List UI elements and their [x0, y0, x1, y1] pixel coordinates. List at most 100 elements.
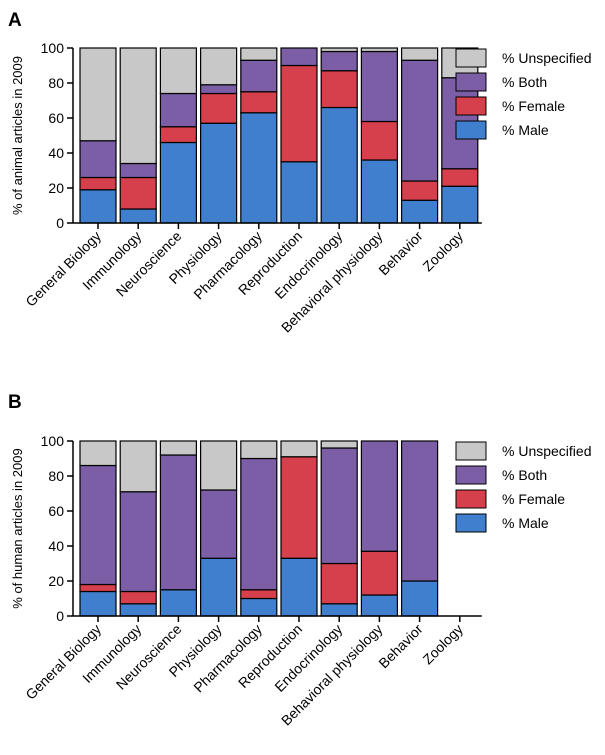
x-tick-label: Behavior	[375, 621, 426, 672]
bar-segment-male	[320, 106, 358, 224]
bar-segment-both	[360, 50, 398, 123]
panel-label: A	[8, 10, 22, 31]
legend-swatch	[455, 489, 487, 509]
bar-segment-unspecified	[320, 47, 358, 53]
y-tick-label: 0	[56, 215, 64, 231]
bar-segment-female	[200, 92, 238, 124]
bar-segment-unspecified	[200, 440, 238, 491]
bar-segment-female	[280, 64, 318, 163]
bar-segment-unspecified	[79, 47, 117, 142]
x-tick-label: Zoology	[419, 621, 466, 668]
bar-segment-both	[119, 162, 157, 179]
y-axis-label: % of human articles in 2009	[10, 448, 25, 608]
bar-segment-unspecified	[320, 440, 358, 449]
bar-segment-both	[200, 489, 238, 559]
bar-segment-both	[280, 47, 318, 67]
y-axis-label: % of animal articles in 2009	[10, 56, 25, 215]
bar-segment-both	[401, 59, 439, 182]
legend-swatch	[455, 513, 487, 533]
legend-swatch	[455, 48, 487, 68]
bar-segment-both	[159, 92, 197, 128]
bar-segment-both	[360, 440, 398, 552]
legend-label: % Unspecified	[502, 443, 592, 459]
bar-segment-both	[320, 447, 358, 565]
legend-label: % Male	[502, 122, 549, 138]
legend-swatch	[455, 465, 487, 485]
bar-segment-male	[200, 557, 238, 617]
bar-segment-both	[240, 457, 278, 591]
bar-segment-female	[79, 583, 117, 593]
bar-segment-male	[159, 589, 197, 617]
bar-segment-male	[240, 597, 278, 617]
legend-label: % Both	[502, 74, 547, 90]
bar-segment-male	[79, 590, 117, 617]
bar-segment-male	[240, 112, 278, 224]
legend-swatch	[455, 441, 487, 461]
bar-segment-female	[79, 176, 117, 191]
bar-segment-male	[360, 594, 398, 617]
bar-segment-female	[401, 180, 439, 201]
y-tick-label: 40	[48, 145, 64, 161]
bar-segment-both	[79, 140, 117, 179]
y-tick-label: 80	[48, 468, 64, 484]
bar-segment-unspecified	[240, 440, 278, 460]
legend-label: % Male	[502, 515, 549, 531]
bar-segment-unspecified	[360, 47, 398, 53]
legend-label: % Female	[502, 491, 565, 507]
bar-segment-both	[200, 84, 238, 95]
bar-segment-unspecified	[159, 440, 197, 456]
bar-segment-unspecified	[240, 47, 278, 61]
bar-segment-both	[401, 440, 439, 582]
bar-segment-both	[79, 464, 117, 586]
bar-segment-male	[79, 189, 117, 224]
bar-segment-male	[119, 603, 157, 617]
bar-segment-female	[360, 550, 398, 596]
x-tick-label: Behavior	[375, 228, 426, 279]
y-tick-label: 80	[48, 75, 64, 91]
bar-segment-both	[119, 491, 157, 593]
panel-label: B	[8, 392, 22, 413]
legend-swatch	[455, 120, 487, 140]
bar-segment-female	[441, 168, 479, 187]
bar-segment-male	[159, 141, 197, 224]
y-tick-label: 20	[48, 573, 64, 589]
bar-segment-female	[320, 562, 358, 605]
bar-segment-male	[360, 159, 398, 224]
bar-segment-female	[320, 70, 358, 109]
bar-segment-female	[159, 126, 197, 144]
bar-segment-male	[401, 580, 439, 617]
y-tick-label: 60	[48, 503, 64, 519]
bar-segment-male	[401, 199, 439, 224]
bar-segment-unspecified	[79, 440, 117, 467]
y-tick-label: 100	[41, 433, 65, 449]
bar-segment-unspecified	[200, 47, 238, 86]
y-tick-label: 20	[48, 180, 64, 196]
bar-segment-male	[119, 208, 157, 224]
bar-segment-female	[119, 176, 157, 210]
y-tick-label: 60	[48, 110, 64, 126]
legend-label: % Female	[502, 98, 565, 114]
y-tick-label: 0	[56, 608, 64, 624]
x-tick-label: Zoology	[419, 228, 466, 275]
legend-swatch	[455, 96, 487, 116]
bar-segment-male	[320, 603, 358, 617]
legend-label: % Unspecified	[502, 50, 592, 66]
y-tick-label: 100	[41, 40, 65, 56]
legend-label: % Both	[502, 467, 547, 483]
bar-segment-both	[159, 454, 197, 591]
bar-segment-unspecified	[119, 440, 157, 493]
bar-segment-male	[280, 161, 318, 224]
bar-segment-both	[240, 59, 278, 93]
bar-segment-unspecified	[401, 47, 439, 61]
bar-segment-female	[360, 120, 398, 161]
bar-segment-female	[240, 589, 278, 600]
bar-segment-male	[200, 122, 238, 224]
bar-segment-female	[280, 456, 318, 559]
bar-segment-unspecified	[119, 47, 157, 165]
bar-segment-unspecified	[159, 47, 197, 95]
bar-segment-unspecified	[280, 440, 318, 458]
bar-segment-male	[280, 557, 318, 617]
bar-segment-female	[119, 590, 157, 605]
chart-panel-b: B 0 20 40 60 80 100 % of human articles in 2009…	[8, 392, 592, 728]
